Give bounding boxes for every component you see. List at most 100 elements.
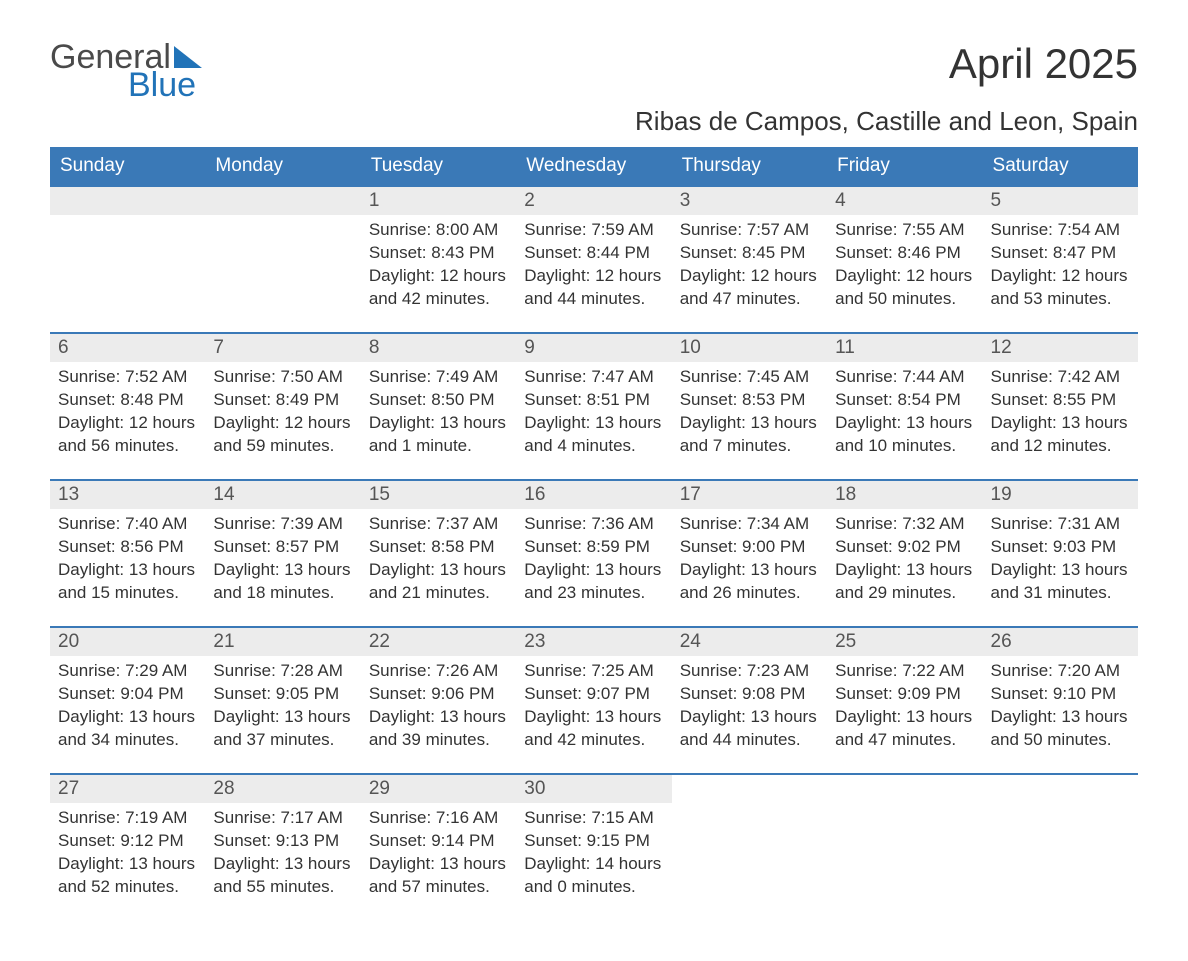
sunrise-line: Sunrise: 8:00 AM bbox=[369, 219, 508, 242]
day-number-cell: 12 bbox=[983, 333, 1138, 362]
sunrise-line: Sunrise: 7:52 AM bbox=[58, 366, 197, 389]
day-number-cell: 21 bbox=[205, 627, 360, 656]
day-number-cell: 7 bbox=[205, 333, 360, 362]
day-number-cell bbox=[50, 186, 205, 215]
daylight-line: Daylight: 12 hours and 44 minutes. bbox=[524, 265, 663, 311]
sunset-line: Sunset: 8:54 PM bbox=[835, 389, 974, 412]
day-number-cell: 10 bbox=[672, 333, 827, 362]
day-content-cell: Sunrise: 7:26 AMSunset: 9:06 PMDaylight:… bbox=[361, 656, 516, 774]
daylight-line: Daylight: 13 hours and 29 minutes. bbox=[835, 559, 974, 605]
daylight-line: Daylight: 13 hours and 12 minutes. bbox=[991, 412, 1130, 458]
day-number-cell bbox=[672, 774, 827, 803]
sunset-line: Sunset: 9:14 PM bbox=[369, 830, 508, 853]
day-number-row: 20212223242526 bbox=[50, 627, 1138, 656]
daylight-line: Daylight: 13 hours and 39 minutes. bbox=[369, 706, 508, 752]
sunrise-line: Sunrise: 7:59 AM bbox=[524, 219, 663, 242]
day-content-cell bbox=[50, 215, 205, 333]
day-content-cell: Sunrise: 7:44 AMSunset: 8:54 PMDaylight:… bbox=[827, 362, 982, 480]
day-content-row: Sunrise: 8:00 AMSunset: 8:43 PMDaylight:… bbox=[50, 215, 1138, 333]
sunrise-line: Sunrise: 7:45 AM bbox=[680, 366, 819, 389]
sunrise-line: Sunrise: 7:57 AM bbox=[680, 219, 819, 242]
day-content-cell: Sunrise: 7:39 AMSunset: 8:57 PMDaylight:… bbox=[205, 509, 360, 627]
day-number-cell: 23 bbox=[516, 627, 671, 656]
daylight-line: Daylight: 13 hours and 23 minutes. bbox=[524, 559, 663, 605]
day-number-cell: 30 bbox=[516, 774, 671, 803]
day-content-cell: Sunrise: 7:49 AMSunset: 8:50 PMDaylight:… bbox=[361, 362, 516, 480]
sunrise-line: Sunrise: 7:54 AM bbox=[991, 219, 1130, 242]
sunrise-line: Sunrise: 7:40 AM bbox=[58, 513, 197, 536]
sunset-line: Sunset: 9:10 PM bbox=[991, 683, 1130, 706]
logo-triangle-icon bbox=[174, 46, 202, 68]
day-content-cell bbox=[205, 215, 360, 333]
day-content-row: Sunrise: 7:40 AMSunset: 8:56 PMDaylight:… bbox=[50, 509, 1138, 627]
daylight-line: Daylight: 12 hours and 53 minutes. bbox=[991, 265, 1130, 311]
day-content-cell: Sunrise: 7:59 AMSunset: 8:44 PMDaylight:… bbox=[516, 215, 671, 333]
day-content-row: Sunrise: 7:52 AMSunset: 8:48 PM Daylight:… bbox=[50, 362, 1138, 480]
sunset-line: Sunset: 8:47 PM bbox=[991, 242, 1130, 265]
day-number-cell: 1 bbox=[361, 186, 516, 215]
sunrise-line: Sunrise: 7:50 AM bbox=[213, 366, 352, 389]
page-title: April 2025 bbox=[949, 40, 1138, 88]
day-number-cell: 28 bbox=[205, 774, 360, 803]
day-number-cell: 13 bbox=[50, 480, 205, 509]
day-content-cell bbox=[983, 803, 1138, 921]
day-content-cell: Sunrise: 7:20 AMSunset: 9:10 PMDaylight:… bbox=[983, 656, 1138, 774]
day-content-cell: Sunrise: 7:23 AMSunset: 9:08 PMDaylight:… bbox=[672, 656, 827, 774]
day-number-cell: 29 bbox=[361, 774, 516, 803]
weekday-header: Tuesday bbox=[361, 147, 516, 186]
day-number-cell: 9 bbox=[516, 333, 671, 362]
sunrise-line: Sunrise: 7:17 AM bbox=[213, 807, 352, 830]
day-content-cell bbox=[672, 803, 827, 921]
weekday-header: Wednesday bbox=[516, 147, 671, 186]
daylight-line: Daylight: 13 hours and 21 minutes. bbox=[369, 559, 508, 605]
weekday-header: Friday bbox=[827, 147, 982, 186]
day-number-cell: 24 bbox=[672, 627, 827, 656]
day-number-cell: 4 bbox=[827, 186, 982, 215]
day-number-cell bbox=[827, 774, 982, 803]
sunset-line: Sunset: 8:55 PM bbox=[991, 389, 1130, 412]
daylight-line: Daylight: 12 hours and 42 minutes. bbox=[369, 265, 508, 311]
sunset-line: Sunset: 8:48 PM bbox=[58, 389, 197, 412]
day-content-cell: Sunrise: 7:34 AMSunset: 9:00 PMDaylight:… bbox=[672, 509, 827, 627]
day-content-cell: Sunrise: 7:37 AMSunset: 8:58 PMDaylight:… bbox=[361, 509, 516, 627]
day-number-cell: 18 bbox=[827, 480, 982, 509]
sunrise-line: Sunrise: 7:47 AM bbox=[524, 366, 663, 389]
daylight-line: Daylight: 13 hours and 4 minutes. bbox=[524, 412, 663, 458]
day-number-cell: 25 bbox=[827, 627, 982, 656]
daylight-line: Daylight: 13 hours and 7 minutes. bbox=[680, 412, 819, 458]
sunset-line: Sunset: 8:51 PM bbox=[524, 389, 663, 412]
sunset-line: Sunset: 8:46 PM bbox=[835, 242, 974, 265]
day-number-cell: 26 bbox=[983, 627, 1138, 656]
daylight-line: Daylight: 13 hours and 55 minutes. bbox=[213, 853, 352, 899]
sunrise-line: Sunrise: 7:34 AM bbox=[680, 513, 819, 536]
sunset-line: Sunset: 8:44 PM bbox=[524, 242, 663, 265]
day-number-row: 12345 bbox=[50, 186, 1138, 215]
daylight-line: Daylight: 13 hours and 26 minutes. bbox=[680, 559, 819, 605]
daylight-line: Daylight: 13 hours and 10 minutes. bbox=[835, 412, 974, 458]
daylight-line: Daylight: 13 hours and 1 minute. bbox=[369, 412, 508, 458]
daylight-line: Daylight: 13 hours and 42 minutes. bbox=[524, 706, 663, 752]
day-content-cell: Sunrise: 7:50 AMSunset: 8:49 PMDaylight:… bbox=[205, 362, 360, 480]
daylight-line: Daylight: 13 hours and 18 minutes. bbox=[213, 559, 352, 605]
day-content-row: Sunrise: 7:29 AMSunset: 9:04 PMDaylight:… bbox=[50, 656, 1138, 774]
day-number-cell: 17 bbox=[672, 480, 827, 509]
day-number-cell: 16 bbox=[516, 480, 671, 509]
sunrise-line: Sunrise: 7:16 AM bbox=[369, 807, 508, 830]
sunset-line: Sunset: 9:13 PM bbox=[213, 830, 352, 853]
weekday-header: Sunday bbox=[50, 147, 205, 186]
sunrise-line: Sunrise: 7:49 AM bbox=[369, 366, 508, 389]
logo: General Blue bbox=[50, 40, 202, 102]
sunrise-line: Sunrise: 7:44 AM bbox=[835, 366, 974, 389]
day-content-cell: Sunrise: 7:52 AMSunset: 8:48 PMDaylight:… bbox=[50, 362, 205, 480]
daylight-line: Daylight: 13 hours and 37 minutes. bbox=[213, 706, 352, 752]
day-number-cell: 19 bbox=[983, 480, 1138, 509]
day-number-row: 27282930 bbox=[50, 774, 1138, 803]
sunset-line: Sunset: 9:08 PM bbox=[680, 683, 819, 706]
location-subtitle: Ribas de Campos, Castille and Leon, Spai… bbox=[50, 106, 1138, 137]
daylight-line: Daylight: 13 hours and 15 minutes. bbox=[58, 559, 197, 605]
day-content-cell: Sunrise: 8:00 AMSunset: 8:43 PMDaylight:… bbox=[361, 215, 516, 333]
sunset-line: Sunset: 8:50 PM bbox=[369, 389, 508, 412]
sunrise-line: Sunrise: 7:26 AM bbox=[369, 660, 508, 683]
day-number-row: 13141516171819 bbox=[50, 480, 1138, 509]
sunset-line: Sunset: 9:03 PM bbox=[991, 536, 1130, 559]
